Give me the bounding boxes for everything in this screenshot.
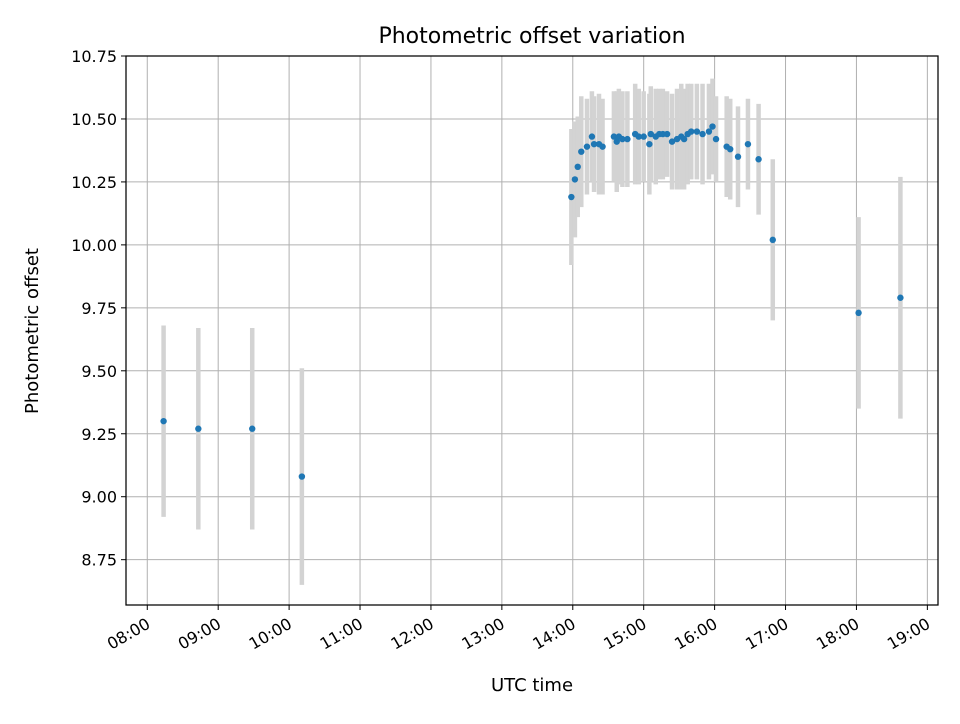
data-point — [668, 138, 676, 145]
data-point — [709, 123, 716, 130]
data-point — [647, 130, 654, 138]
data-point — [613, 138, 620, 145]
y-tick-label: 9.00 — [81, 488, 117, 507]
y-axis-label: Photometric offset — [22, 248, 43, 414]
x-axis-label: UTC time — [491, 675, 573, 696]
data-point — [298, 473, 306, 480]
data-point — [855, 309, 862, 317]
data-point — [583, 143, 591, 150]
chart-title: Photometric offset variation — [378, 24, 685, 49]
data-point — [571, 176, 579, 183]
data-point — [727, 145, 734, 153]
data-point — [680, 135, 688, 143]
data-point — [699, 130, 706, 138]
data-point — [688, 128, 695, 135]
data-point — [769, 236, 776, 244]
data-point — [663, 130, 671, 138]
data-points — [160, 123, 904, 480]
y-tick-label: 10.00 — [71, 236, 117, 255]
y-axis-ticks: 8.75 9.00 9.25 9.50 9.75 10.00 10.25 10.50 10.75 — [71, 47, 126, 570]
data-point — [635, 133, 642, 140]
data-point — [588, 133, 596, 140]
data-point — [619, 135, 626, 143]
data-point — [755, 156, 762, 163]
data-point — [578, 148, 585, 155]
data-point — [734, 153, 742, 160]
data-point — [624, 135, 631, 143]
grid-lines — [126, 55, 938, 605]
data-point — [897, 294, 904, 301]
y-tick-label: 9.25 — [81, 425, 117, 444]
data-point — [568, 193, 575, 201]
y-tick-label: 10.75 — [71, 47, 117, 66]
y-tick-label: 10.25 — [71, 173, 117, 192]
data-point — [712, 135, 720, 143]
data-point — [705, 128, 713, 135]
y-tick-label: 9.50 — [81, 362, 117, 381]
data-point — [693, 128, 701, 135]
data-point — [610, 133, 618, 140]
y-tick-label: 8.75 — [81, 551, 117, 570]
data-point — [744, 140, 752, 148]
data-point — [599, 143, 606, 150]
plot-frame — [125, 55, 939, 606]
y-tick-label: 10.50 — [71, 110, 117, 129]
data-point — [574, 163, 581, 171]
data-point — [640, 133, 647, 140]
data-point — [195, 425, 202, 432]
y-tick-label: 9.75 — [81, 299, 117, 318]
data-point — [249, 425, 256, 432]
data-point — [646, 140, 653, 148]
data-point — [590, 140, 598, 148]
data-point — [160, 417, 167, 425]
